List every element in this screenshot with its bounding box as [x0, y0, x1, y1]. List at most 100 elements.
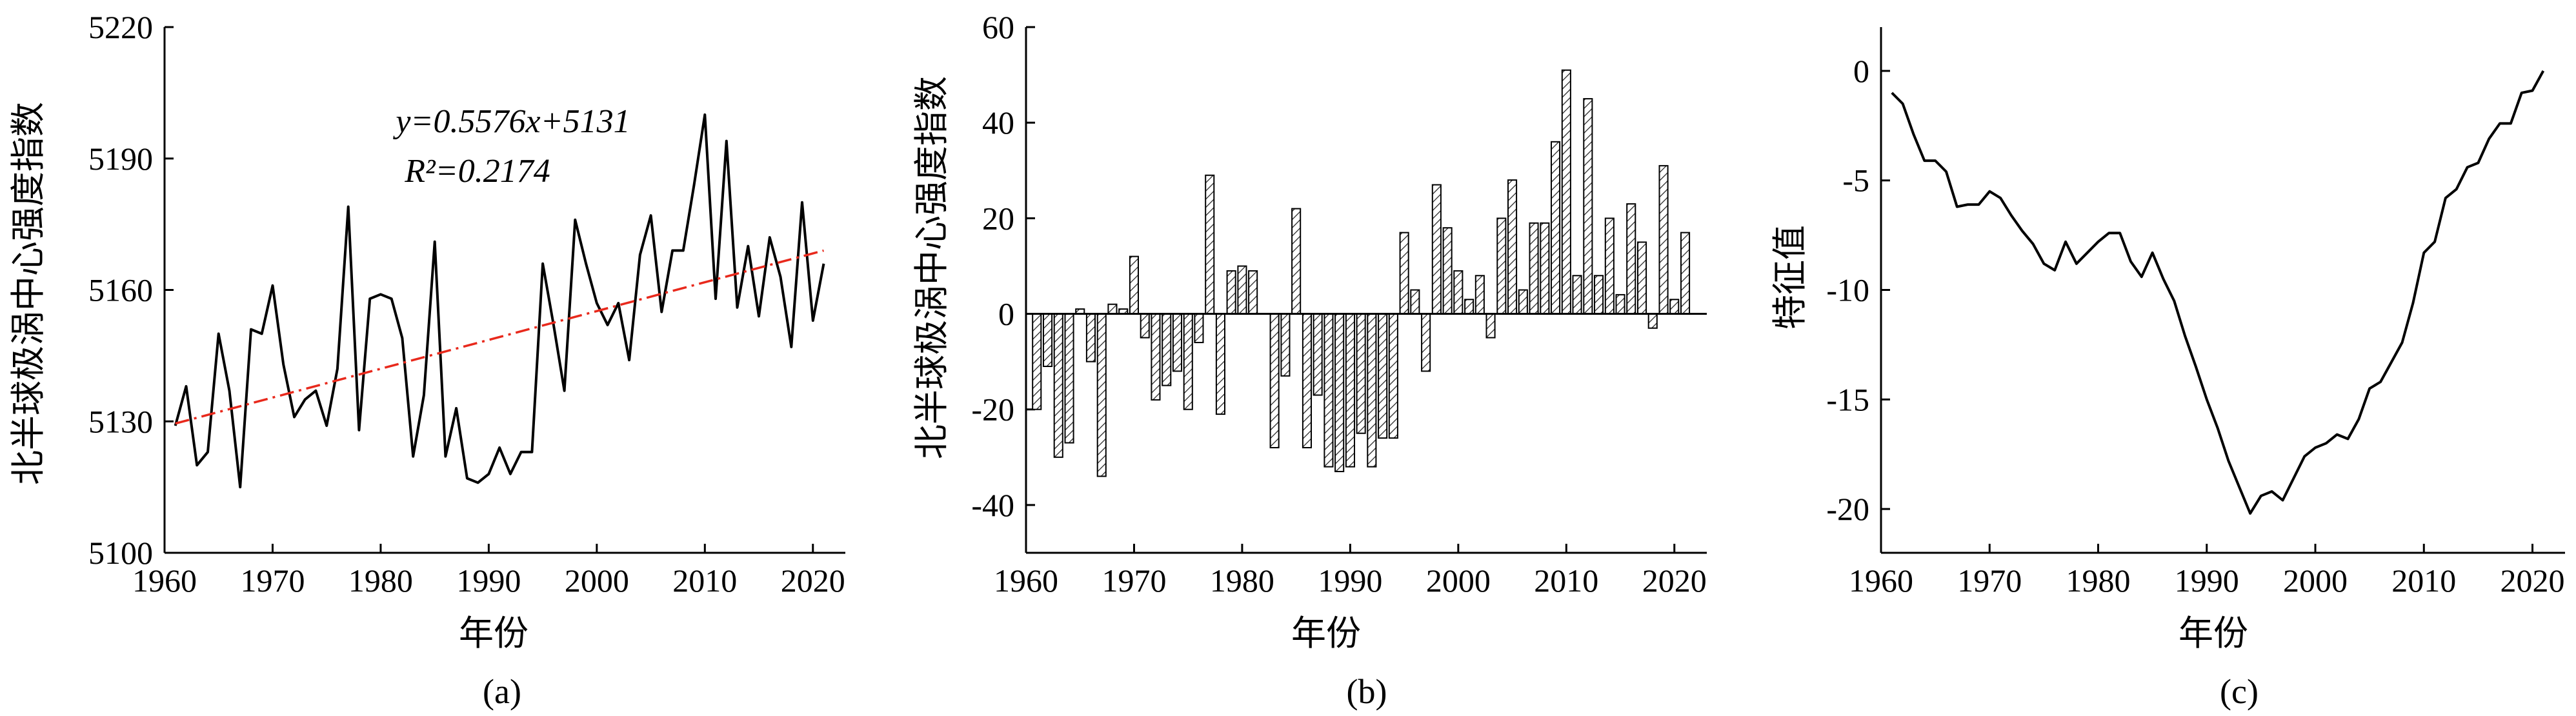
b-bar — [1658, 164, 1669, 315]
b-bar — [1367, 313, 1377, 468]
b-bar — [1248, 270, 1258, 315]
panel-a-ylabel: 北半球极涡中心强度指数 — [8, 102, 48, 485]
a-x-tick-label: 1990 — [456, 562, 521, 599]
b-y-tick-label: 0 — [998, 296, 1014, 332]
panel-b-ylabel: 北半球极涡中心强度指数 — [911, 76, 952, 459]
c-x-tick-label: 1990 — [2175, 562, 2239, 599]
b-bar — [1496, 217, 1507, 315]
b-bar — [1561, 69, 1571, 315]
b-x-tick-label: 2020 — [1642, 562, 1707, 599]
panel-c-marks — [1891, 70, 2545, 515]
panel-b-axes: 1960 1970 1980 1990 2000 2010 2020 -40 -20 0 20 40 6… — [971, 9, 1707, 599]
b-bar — [1583, 98, 1593, 315]
c-x-tick-label: 1960 — [1849, 562, 1913, 599]
a-x-tick-label: 1970 — [240, 562, 305, 599]
b-x-tick-label: 1970 — [1102, 562, 1166, 599]
c-x-tick-label: 1970 — [1957, 562, 2022, 599]
panel-c-caption: (c) — [2220, 672, 2259, 711]
c-x-tick-label: 2020 — [2501, 562, 2565, 599]
panel-b-caption: (b) — [1347, 672, 1387, 711]
b-bar — [1431, 184, 1442, 315]
b-bar — [1551, 141, 1561, 315]
panel-b-marks — [1026, 69, 1707, 477]
panel-a-r2: R²=0.2174 — [404, 153, 550, 190]
c-y-tick-label: -15 — [1826, 381, 1869, 417]
b-bar — [1388, 313, 1398, 439]
a-x-tick-label: 2010 — [672, 562, 737, 599]
a-y-tick-label: 5160 — [88, 272, 153, 308]
b-y-tick-label: 20 — [982, 200, 1014, 236]
panel-c-xlabel: 年份 — [2179, 613, 2248, 653]
panel-b-xlabel: 年份 — [1291, 613, 1361, 653]
panel-c: 1960 1970 1980 1990 2000 2010 2020 -20 -15 -10 -5 0… — [1769, 27, 2565, 711]
b-bar — [1313, 313, 1323, 396]
b-bar — [1237, 265, 1247, 315]
panel-b: 1960 1970 1980 1990 2000 2010 2020 -40 -20 0 20 40 6… — [911, 9, 1707, 711]
b-y-tick-label: 40 — [982, 104, 1014, 141]
b-bar — [1604, 217, 1615, 315]
b-bar — [1529, 222, 1539, 315]
b-bar — [1518, 289, 1528, 315]
b-bar — [1345, 313, 1355, 468]
b-bar — [1280, 313, 1291, 377]
b-bar — [1421, 313, 1431, 372]
b-bar — [1464, 299, 1474, 315]
b-y-tick-label: -40 — [971, 487, 1014, 523]
panel-a: 1960 1970 1980 1990 2000 2010 2020 5100 5130 5160… — [8, 9, 845, 711]
b-bar — [1647, 313, 1658, 329]
b-bar — [1151, 313, 1161, 401]
b-bar — [1032, 313, 1042, 410]
panel-a-axes: 1960 1970 1980 1990 2000 2010 2020 5100 5130 5160… — [88, 9, 845, 599]
b-bar — [1626, 203, 1636, 315]
b-x-tick-label: 1990 — [1318, 562, 1382, 599]
b-bar — [1507, 179, 1518, 315]
b-bar — [1205, 174, 1215, 315]
b-bar — [1453, 270, 1464, 315]
b-bar — [1680, 232, 1691, 315]
panel-a-marks — [174, 113, 825, 489]
c-x-tick-label: 2010 — [2391, 562, 2456, 599]
b-bar — [1162, 313, 1172, 386]
b-bar — [1399, 232, 1409, 315]
b-bar — [1485, 313, 1496, 339]
b-bar — [1064, 313, 1074, 444]
b-bar — [1053, 313, 1063, 458]
b-x-tick-label: 1960 — [994, 562, 1058, 599]
b-bar — [1356, 313, 1366, 434]
panel-a-xlabel: 年份 — [459, 613, 528, 653]
b-x-tick-label: 2010 — [1534, 562, 1598, 599]
b-bar — [1572, 275, 1582, 315]
b-bar — [1096, 313, 1107, 477]
a-series-1-line — [175, 249, 824, 425]
b-bar — [1410, 289, 1420, 315]
c-x-tick-label: 2000 — [2283, 562, 2348, 599]
b-bar — [1291, 208, 1302, 315]
panel-c-ylabel: 特征值 — [1769, 225, 1810, 330]
b-bar — [1615, 293, 1625, 315]
panel-a-caption: (a) — [483, 672, 521, 711]
b-bar — [1269, 313, 1280, 448]
c-y-tick-label: -20 — [1826, 491, 1869, 527]
b-y-tick-label: 60 — [982, 9, 1014, 45]
c-y-tick-label: -10 — [1826, 272, 1869, 308]
c-series-0-line — [1891, 70, 2545, 515]
b-bar — [1085, 313, 1096, 363]
a-y-tick-label: 5100 — [88, 535, 153, 571]
c-y-tick-label: -5 — [1842, 163, 1869, 199]
a-y-tick-label: 5220 — [88, 9, 153, 45]
a-x-tick-label: 1960 — [132, 562, 197, 599]
a-y-tick-label: 5190 — [88, 141, 153, 177]
b-bar — [1378, 313, 1388, 439]
a-x-tick-label: 2000 — [565, 562, 629, 599]
b-bar — [1043, 313, 1053, 367]
b-bar — [1334, 313, 1345, 472]
b-bar — [1669, 299, 1680, 315]
b-bar — [1107, 303, 1118, 315]
b-bar — [1442, 227, 1453, 315]
a-series-0-line — [174, 113, 825, 489]
panel-a-equation: y=0.5576x+5131 — [392, 103, 630, 140]
b-bar — [1323, 313, 1334, 468]
a-x-tick-label: 1980 — [348, 562, 413, 599]
b-bar — [1172, 313, 1183, 372]
b-bar — [1594, 275, 1604, 315]
